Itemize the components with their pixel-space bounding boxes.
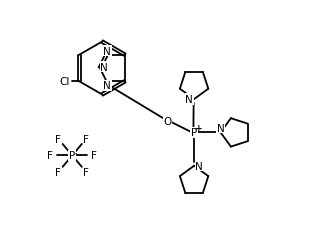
Text: N: N bbox=[103, 46, 111, 56]
Text: F: F bbox=[83, 167, 89, 177]
Text: N: N bbox=[103, 81, 111, 91]
Text: +: + bbox=[195, 124, 203, 133]
Text: P: P bbox=[191, 128, 197, 138]
Text: O: O bbox=[164, 116, 172, 126]
Text: F: F bbox=[55, 167, 61, 177]
Text: ·: · bbox=[74, 147, 78, 160]
Text: N: N bbox=[100, 63, 108, 73]
Text: P: P bbox=[69, 151, 75, 161]
Text: N: N bbox=[185, 95, 193, 105]
Text: F: F bbox=[83, 134, 89, 144]
Text: F: F bbox=[47, 151, 53, 161]
Text: Cl: Cl bbox=[59, 77, 69, 87]
Text: N: N bbox=[217, 123, 224, 133]
Text: F: F bbox=[55, 134, 61, 144]
Text: F: F bbox=[91, 151, 97, 161]
Text: N: N bbox=[195, 161, 203, 171]
